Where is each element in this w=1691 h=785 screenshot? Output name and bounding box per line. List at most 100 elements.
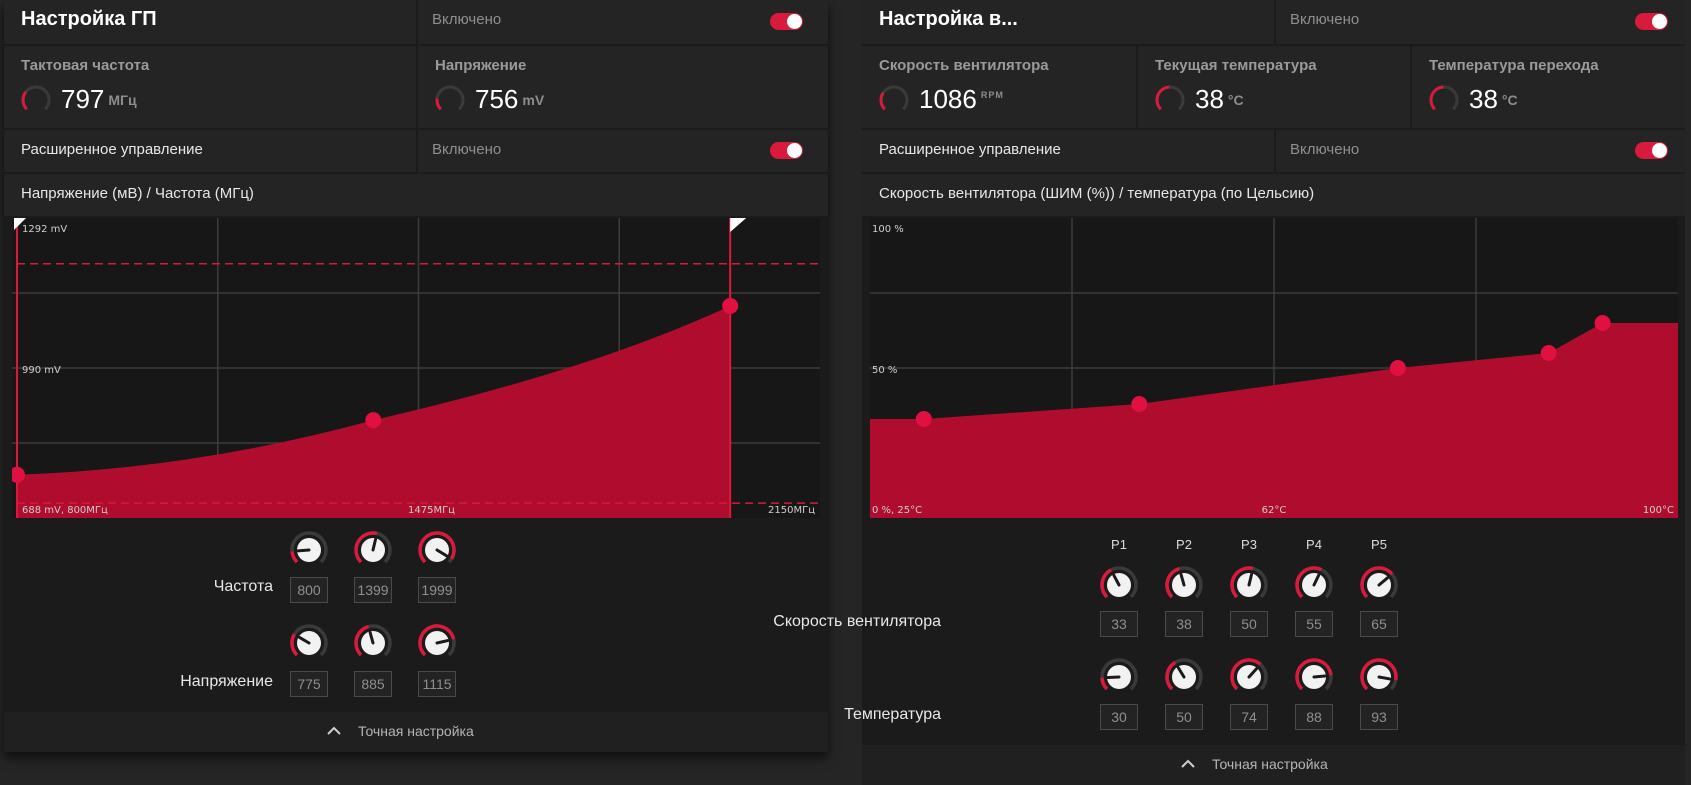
fan-speed-input-p1[interactable]: 33 xyxy=(1100,611,1138,637)
knob-dial-icon xyxy=(1295,658,1333,691)
frequency-row-label: Частота xyxy=(213,578,273,595)
gpu-advanced-row: Расширенное управление Включено xyxy=(4,130,828,172)
knob-pointer xyxy=(435,639,450,645)
point-header-p3: P3 xyxy=(1241,537,1257,552)
fan-speed-knob-p5[interactable] xyxy=(1359,565,1399,605)
fan-advanced-row: Расширенное управление Включено xyxy=(862,130,1685,172)
gpu-tuning-panel: Настройка ГП Включено Тактовая частота 7… xyxy=(4,0,828,752)
fan-curve-chart[interactable]: 100 % 50 % 0 %, 25°C 62°C 100°C xyxy=(870,218,1678,518)
gpu-metrics-row: Тактовая частота 797 МГц Напряжение 756 mV xyxy=(4,46,828,128)
toggle-knob xyxy=(1652,14,1667,29)
clock-value-wrap: 797 МГц xyxy=(61,84,137,115)
fan-advanced-toggle[interactable] xyxy=(1635,142,1668,159)
voltage-input-1[interactable]: 775 xyxy=(290,671,328,697)
fan-header-row: Настройка в... Включено xyxy=(862,0,1685,44)
x-tick-label: 100°C xyxy=(1643,505,1674,516)
gpu-advanced-state: Включено xyxy=(432,141,502,158)
voltage-input-3[interactable]: 1115 xyxy=(418,671,456,697)
knob-dial-icon xyxy=(354,624,392,657)
knob-pointer xyxy=(1247,667,1258,679)
knob-pointer xyxy=(1377,675,1392,681)
temperature-knob-p4[interactable] xyxy=(1294,657,1334,697)
voltage-input-2[interactable]: 885 xyxy=(354,671,392,697)
junction-temp-label: Температура перехода xyxy=(1429,57,1599,74)
fan-speed-knob-p4[interactable] xyxy=(1294,565,1334,605)
fan-speed-knob-p2[interactable] xyxy=(1164,565,1204,605)
frequency-knob-2[interactable] xyxy=(353,530,393,570)
fan-speed-knob-p1[interactable] xyxy=(1099,565,1139,605)
fan-point-p2[interactable] xyxy=(1131,396,1148,412)
point-header-p4: P4 xyxy=(1306,537,1322,552)
knob-pointer xyxy=(368,630,375,645)
voltage-unit: mV xyxy=(522,92,545,108)
min-bound-handle-icon xyxy=(14,218,26,230)
voltage-frequency-chart[interactable]: 1292 mV 990 mV 688 mV, 800МГц 1475МГц 2150МГ… xyxy=(12,218,820,518)
temperature-input-p3[interactable]: 74 xyxy=(1230,704,1268,730)
fan-speed-input-p2[interactable]: 38 xyxy=(1165,611,1203,637)
gpu-tuning-state: Включено xyxy=(432,11,502,28)
gpu-fine-tune-label: Точная настройка xyxy=(358,723,474,739)
temperature-input-p1[interactable]: 30 xyxy=(1100,704,1138,730)
voltage-knob-3[interactable] xyxy=(417,623,457,663)
temperature-row-label: Температура xyxy=(844,706,941,723)
knob-dial-icon xyxy=(1230,658,1268,691)
temperature-knob-p1[interactable] xyxy=(1099,657,1139,697)
temperature-knob-p3[interactable] xyxy=(1229,657,1269,697)
gauge-arc xyxy=(1155,85,1170,111)
fan-point-p5[interactable] xyxy=(1594,315,1611,331)
knob-pointer xyxy=(1106,675,1121,680)
fan-fine-tune-toggle[interactable]: Точная настройка xyxy=(862,745,1685,785)
fan-point-p4[interactable] xyxy=(1540,345,1557,361)
gpu-fine-tune-toggle[interactable]: Точная настройка xyxy=(4,712,828,752)
fan-speed-knob-p3[interactable] xyxy=(1229,565,1269,605)
vf-point-3[interactable] xyxy=(722,297,739,314)
vf-point-2[interactable] xyxy=(365,412,382,429)
knob-dial-icon xyxy=(290,531,328,564)
temperature-input-p4[interactable]: 88 xyxy=(1295,704,1333,730)
current-temp-unit: °C xyxy=(1227,92,1244,108)
fan-speed-input-p3[interactable]: 50 xyxy=(1230,611,1268,637)
frequency-input-3[interactable]: 1999 xyxy=(418,577,456,603)
knob-dial-icon xyxy=(290,624,328,657)
fan-chart-svg[interactable]: 100 % 50 % 0 %, 25°C 62°C 100°C xyxy=(870,218,1678,518)
gpu-chart-title: Напряжение (мВ) / Частота (МГц) xyxy=(21,185,254,202)
voltage-value-wrap: 756 mV xyxy=(475,84,544,115)
gauge-arc xyxy=(21,90,28,111)
fan-point-p1[interactable] xyxy=(915,411,932,427)
voltage-knob-2[interactable] xyxy=(353,623,393,663)
knob-pointer xyxy=(296,548,311,553)
fan-advanced-state: Включено xyxy=(1290,141,1360,158)
fan-point-p3[interactable] xyxy=(1389,360,1406,376)
frequency-input-2[interactable]: 1399 xyxy=(354,577,392,603)
frequency-input-1[interactable]: 800 xyxy=(290,577,328,603)
temperature-input-p5[interactable]: 93 xyxy=(1360,704,1398,730)
temperature-input-p2[interactable]: 50 xyxy=(1165,704,1203,730)
fan-speed-row-label: Скорость вентилятора xyxy=(773,613,941,630)
x-tick-label: 688 mV, 800МГц xyxy=(22,505,108,516)
knob-dial-icon xyxy=(1100,566,1138,599)
fan-speed-input-p4[interactable]: 55 xyxy=(1295,611,1333,637)
temperature-knob-p2[interactable] xyxy=(1164,657,1204,697)
knob-arc xyxy=(290,633,299,657)
gpu-advanced-toggle[interactable] xyxy=(770,142,803,159)
fan-speed-input-p5[interactable]: 65 xyxy=(1360,611,1398,637)
knob-dial-icon xyxy=(1165,566,1203,599)
temperature-knob-p5[interactable] xyxy=(1359,657,1399,697)
frequency-knob-3[interactable] xyxy=(417,530,457,570)
gpu-advanced-label: Расширенное управление xyxy=(21,141,203,158)
gpu-tuning-toggle[interactable] xyxy=(770,13,803,30)
current-temp-metric: Текущая температура 38 °C xyxy=(1138,46,1410,128)
chevron-up-icon xyxy=(1181,759,1195,768)
vf-chart-svg[interactable]: 1292 mV 990 mV 688 mV, 800МГц 1475МГц 2150МГ… xyxy=(12,218,820,518)
knob-arc xyxy=(354,531,378,564)
voltage-knob-1[interactable] xyxy=(289,623,329,663)
voltage-label: Напряжение xyxy=(435,57,527,74)
point-header-p5: P5 xyxy=(1371,537,1387,552)
junction-temp-value-wrap: 38 °C xyxy=(1469,84,1518,115)
fan-tuning-toggle[interactable] xyxy=(1635,13,1668,30)
x-tick-label: 2150МГц xyxy=(768,505,815,516)
frequency-knob-1[interactable] xyxy=(289,530,329,570)
current-temp-gauge-icon xyxy=(1155,85,1185,111)
junction-temp-metric: Температура перехода 38 °C xyxy=(1412,46,1685,128)
vf-point-1[interactable] xyxy=(12,466,25,483)
